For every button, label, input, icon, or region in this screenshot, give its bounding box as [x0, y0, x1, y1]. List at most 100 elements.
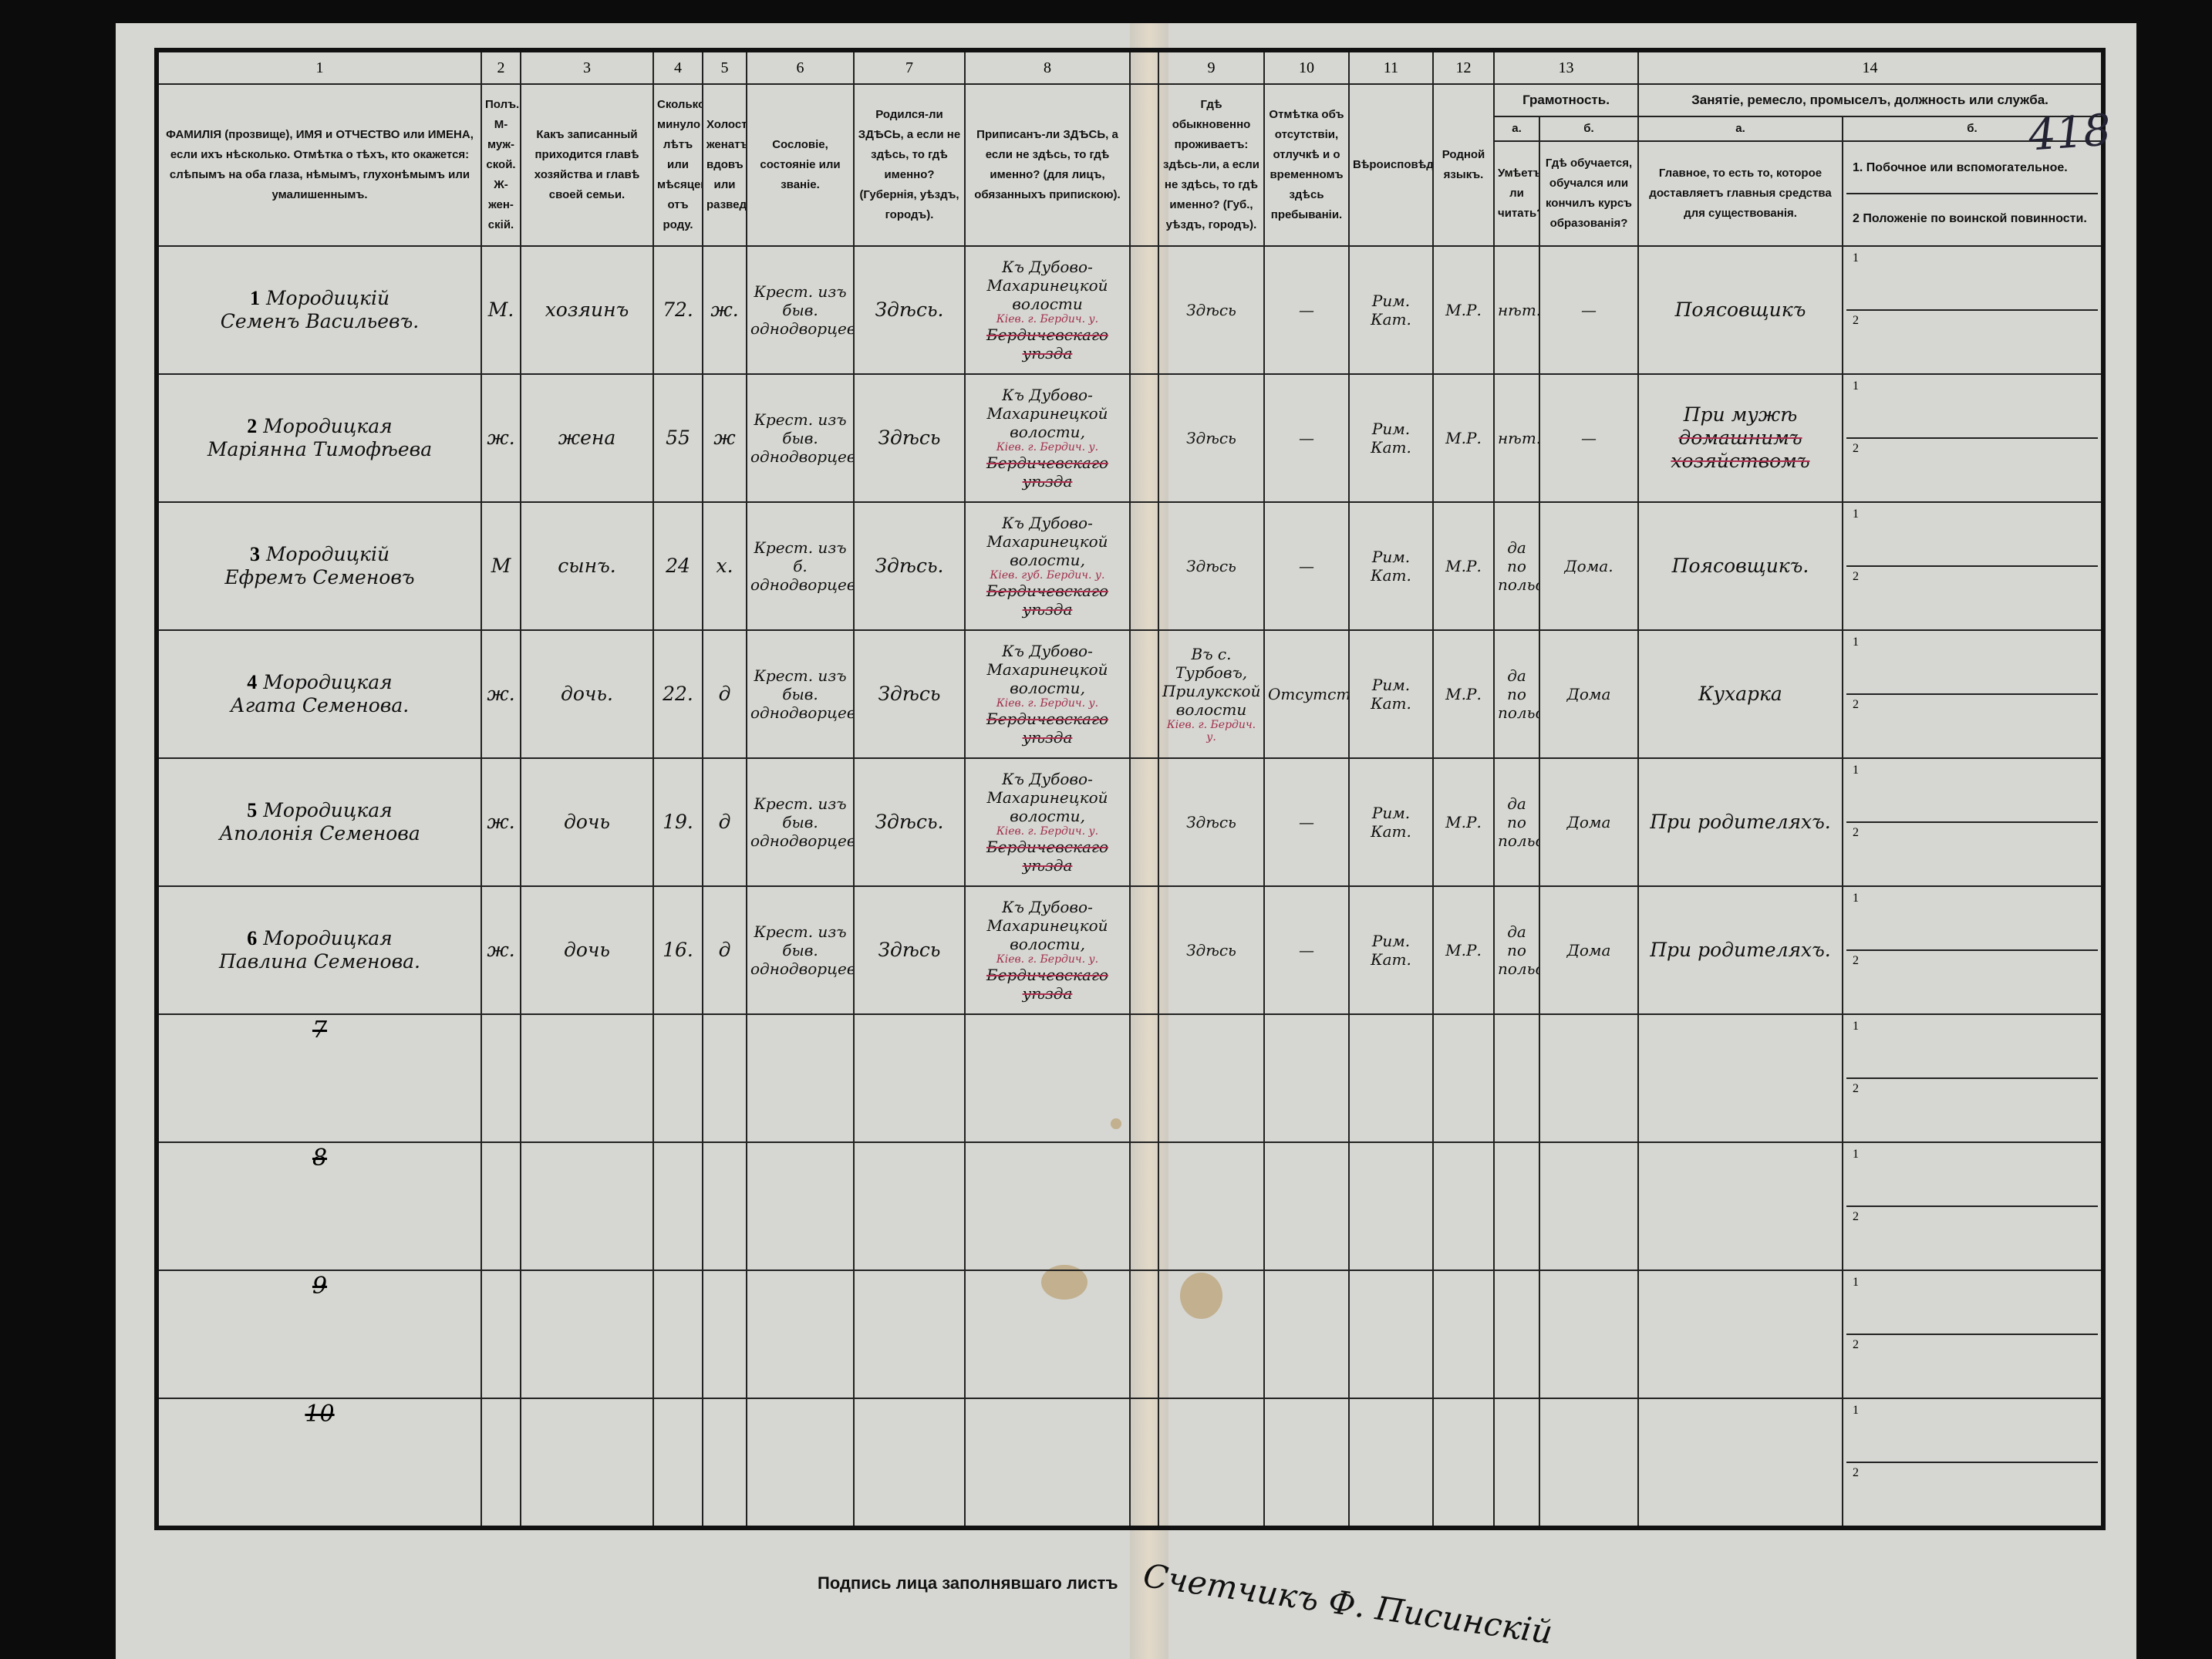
- empty-cell: [1348, 1141, 1434, 1271]
- gutter-cell: [1129, 757, 1159, 887]
- empty-row: 10 1 2: [156, 1398, 2104, 1529]
- name-cell: 10: [156, 1398, 482, 1529]
- empty-cell: [964, 1141, 1131, 1271]
- religion: Рим. Кат.: [1348, 501, 1434, 631]
- estate: Крест. изъ быв. однодворцевъ.: [746, 373, 855, 503]
- column-number: 6: [746, 49, 855, 85]
- name-cell: 2 Мородицкая Маріянна Тимофѣева: [156, 373, 482, 503]
- empty-cell: [1539, 1270, 1639, 1399]
- given-name: Агата Семенова.: [230, 694, 410, 717]
- empty-cell: [1348, 1270, 1434, 1399]
- header-subrow: а. б. а. б.: [157, 116, 2104, 142]
- absence-mark: —: [1263, 501, 1350, 631]
- age: 55: [652, 373, 703, 503]
- registered-place: Къ Дубово-Махаринецкой волости, Кіев. г. …: [964, 629, 1131, 759]
- native-language: М.Р.: [1432, 629, 1495, 759]
- birthplace: Здѣсь: [853, 629, 966, 759]
- can-read: да по польски: [1493, 629, 1540, 759]
- birthplace: Здѣсь.: [853, 501, 966, 631]
- empty-cell: [853, 1141, 966, 1271]
- empty-cell: [652, 1398, 703, 1529]
- column-number-row: 1 2 3 4 5 6 7 8 9 10 11 12 13 14: [156, 49, 2104, 85]
- empty-cell: [1539, 1141, 1639, 1271]
- row-number: 2: [247, 415, 258, 437]
- can-read: да по польски.: [1493, 501, 1540, 631]
- religion: Рим. Кат.: [1348, 373, 1434, 503]
- empty-cell: [1263, 1141, 1350, 1271]
- main-occupation: Поясовщикъ: [1637, 245, 1843, 375]
- occupation-text: При родителяхъ.: [1650, 811, 1831, 833]
- signature-label: Подпись лица заполнявшаго листъ: [818, 1573, 1118, 1593]
- empty-cell: [1158, 1013, 1265, 1143]
- age: 72.: [652, 245, 703, 375]
- registered-text: Къ Дубово-Махаринецкой волости,: [986, 386, 1108, 441]
- empty-cell: [1158, 1270, 1265, 1399]
- gutter-cell: [1129, 1141, 1159, 1271]
- sex: ж.: [481, 885, 521, 1015]
- surname: Мородицкая: [263, 799, 393, 821]
- registered-text: Къ Дубово-Махаринецкой волости,: [986, 770, 1108, 825]
- gutter-cell: [1129, 83, 1159, 247]
- name-cell: 5 Мородицкая Аполонія Семенова: [156, 757, 482, 887]
- military-status-field: 2: [1853, 1210, 1859, 1223]
- main-occupation: При родителяхъ.: [1637, 885, 1843, 1015]
- name-cell: 7: [156, 1013, 482, 1143]
- religion: Рим. Кат.: [1348, 885, 1434, 1015]
- side-occupation-field: 1: [1846, 376, 2098, 439]
- registered-note: Кіев. губ. Бердич. у.: [990, 569, 1105, 582]
- registered-place: Къ Дубово-Махаринецкой волости, Кіев. г. …: [964, 757, 1131, 887]
- column-header-1: ФАМИЛІЯ (прозвище), ИМЯ и ОТЧЕСТВО или И…: [156, 83, 482, 247]
- crossed-row-number: 7: [312, 1017, 328, 1044]
- name-cell: 9: [156, 1270, 482, 1399]
- residence-note: Кіев. г. Бердич. у.: [1166, 719, 1256, 744]
- marital-status: д: [702, 757, 747, 887]
- native-language: М.Р.: [1432, 245, 1495, 375]
- birthplace: Здѣсь.: [853, 245, 966, 375]
- occupation-struck: домашнимъ хозяйствомъ: [1671, 427, 1810, 472]
- empty-cell: [652, 1141, 703, 1271]
- empty-cell: [746, 1141, 855, 1271]
- empty-cell: [964, 1013, 1131, 1143]
- crossed-row-number: 10: [305, 1401, 335, 1428]
- main-occupation: При родителяхъ.: [1637, 757, 1843, 887]
- estate: Крест. изъ быв. однодворцевъ: [746, 629, 855, 759]
- native-language: М.Р.: [1432, 501, 1495, 631]
- registered-note: Кіев. г. Бердич. у.: [996, 313, 1099, 325]
- name-cell: 8: [156, 1141, 482, 1271]
- empty-cell: [1432, 1398, 1495, 1529]
- occupation-b-label: б.: [1842, 116, 2104, 142]
- registered-note: Кіев. г. Бердич. у.: [996, 825, 1099, 838]
- empty-cell: [481, 1013, 521, 1143]
- empty-cell: [1263, 1013, 1350, 1143]
- empty-cell: [702, 1141, 747, 1271]
- absence-mark: —: [1263, 245, 1350, 375]
- empty-cell: [1348, 1398, 1434, 1529]
- military-status-header: 2 Положеніе по воинской повинности.: [1853, 212, 2087, 225]
- registered-struck: Бердичевскаго уѣзда: [986, 325, 1109, 362]
- residence-text: Здѣсь: [1186, 557, 1236, 575]
- side-occupation-field: 1: [1846, 760, 2098, 823]
- gutter-cell: [1129, 373, 1159, 503]
- gutter-cell: [1129, 629, 1159, 759]
- empty-cell: [1637, 1270, 1843, 1399]
- age: 16.: [652, 885, 703, 1015]
- given-name: Маріянна Тимофѣева: [207, 438, 433, 460]
- given-name: Павлина Семенова.: [219, 950, 420, 973]
- military-status-field: 2: [1853, 698, 1859, 711]
- religion: Рим. Кат.: [1348, 245, 1434, 375]
- empty-cell: [702, 1013, 747, 1143]
- military-status-field: 2: [1853, 442, 1859, 455]
- column-header-3: Какъ записанный приходится главѣ хозяйст…: [520, 83, 654, 247]
- literacy-a-label: а.: [1493, 116, 1540, 142]
- education-place: —: [1539, 373, 1639, 503]
